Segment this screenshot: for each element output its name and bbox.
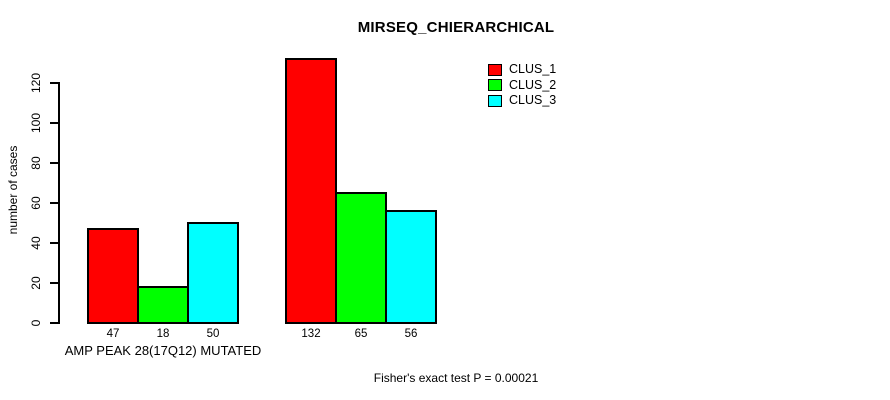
bar-value-label: 47	[107, 328, 120, 340]
legend-label-clus3: CLUS_3	[509, 93, 557, 108]
y-axis-tick-label: 100	[29, 113, 43, 133]
bar-clus_3-group1	[187, 222, 239, 324]
bar-clus_1-group1	[87, 228, 139, 324]
legend-label-clus1: CLUS_1	[509, 62, 557, 77]
x-axis-group-label: AMP PEAK 28(17Q12) MUTATED	[64, 343, 262, 358]
legend-label-clus2: CLUS_2	[509, 77, 557, 92]
legend-item-clus3: CLUS_3	[488, 93, 556, 109]
fisher-test-annotation: Fisher's exact test P = 0.00021	[373, 371, 539, 385]
bar-value-label: 50	[207, 328, 220, 340]
bar-clus_2-group1	[137, 286, 189, 324]
bar-clus_2-group2	[335, 192, 387, 324]
y-axis-tick-label: 80	[29, 156, 43, 170]
bar-value-label: 18	[157, 328, 170, 340]
y-axis-tick-label: 60	[29, 196, 43, 210]
legend-item-clus1: CLUS_1	[488, 62, 556, 78]
legend: CLUS_1 CLUS_2 CLUS_3	[488, 62, 556, 109]
y-axis-tick-label: 40	[29, 236, 43, 250]
legend-swatch-clus1	[488, 63, 502, 76]
y-axis-tick-label: 0	[29, 319, 43, 326]
chart-title: MIRSEQ_CHIERARCHICAL	[357, 19, 555, 36]
bar-value-label: 65	[355, 328, 368, 340]
legend-swatch-clus2	[488, 79, 502, 92]
legend-swatch-clus3	[488, 94, 502, 107]
y-axis-tick-label: 120	[29, 73, 43, 93]
bar-value-label: 132	[301, 328, 320, 340]
bar-clus_3-group2	[385, 210, 437, 324]
bar-clus_1-group2	[285, 58, 337, 324]
y-axis-tick-label: 20	[29, 276, 43, 290]
bar-value-label: 56	[405, 328, 418, 340]
y-axis-label: number of cases	[6, 145, 20, 235]
legend-item-clus2: CLUS_2	[488, 78, 556, 94]
